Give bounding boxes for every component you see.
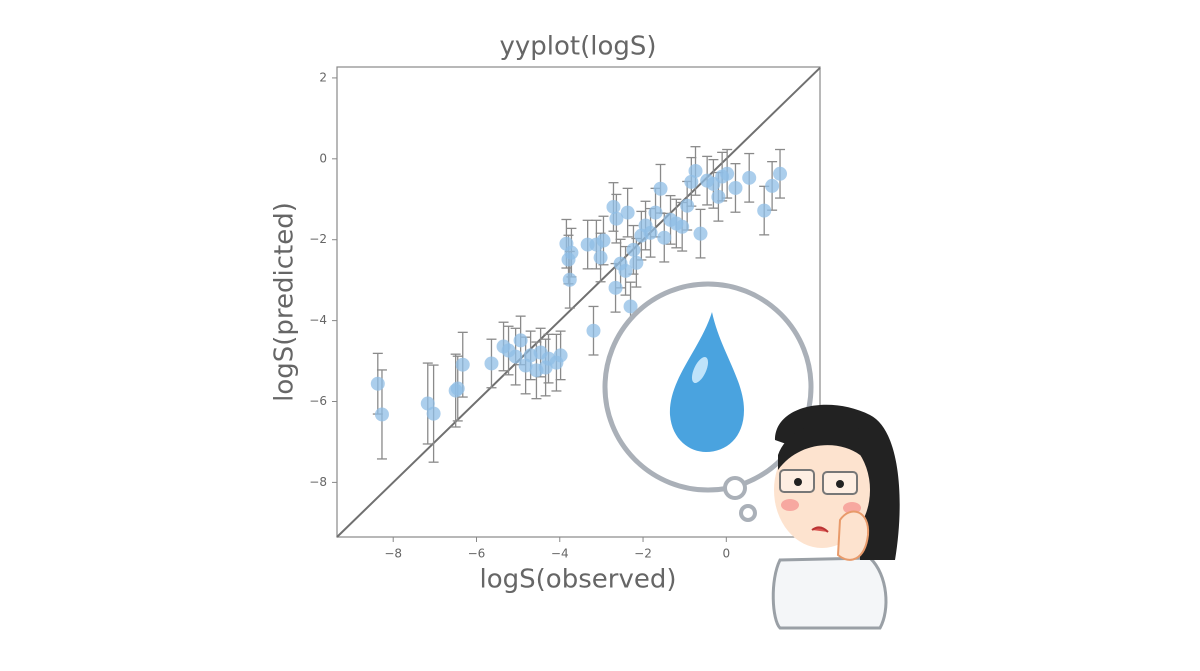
drop-shine [691, 357, 709, 383]
x-tick-label: −2 [634, 547, 652, 561]
data-point [593, 250, 608, 265]
mouth [811, 526, 829, 533]
y-tick-label: 0 [319, 151, 327, 165]
data-point [623, 299, 638, 314]
data-point [742, 170, 757, 185]
data-point [484, 356, 499, 371]
y-tick-label: −6 [309, 394, 327, 408]
y-tick-label: −2 [309, 232, 327, 246]
y-axis-label: logS(predicted) [270, 202, 300, 402]
plot-frame [336, 66, 821, 538]
data-point [757, 203, 772, 218]
data-point [688, 163, 703, 178]
illustration [602, 281, 900, 630]
data-point [620, 205, 635, 220]
data-point [596, 233, 611, 248]
data-point [773, 166, 788, 181]
data-point [609, 211, 624, 226]
data-point [653, 181, 668, 196]
data-point [374, 407, 389, 422]
bangs [778, 422, 872, 470]
data-point [608, 280, 623, 295]
data-point [684, 174, 699, 189]
data-point [564, 245, 579, 260]
cheek [781, 499, 799, 511]
thought-dot [723, 476, 747, 500]
hand [836, 510, 870, 561]
data-point [643, 225, 658, 240]
reference-line [336, 67, 821, 538]
y-tick-label: −4 [309, 313, 327, 327]
x-tick-label: −4 [551, 547, 569, 561]
y-tick-label: 2 [319, 70, 327, 84]
eye [794, 478, 802, 486]
data-point [538, 360, 553, 375]
data-point [553, 348, 568, 363]
water-drop [669, 312, 744, 452]
data-point [765, 178, 780, 193]
data-point [426, 406, 441, 421]
data-point [626, 242, 641, 257]
data-point [675, 219, 690, 234]
lab-coat [771, 556, 888, 630]
data-point [618, 263, 633, 278]
x-tick-label: −8 [384, 547, 402, 561]
data-point [693, 226, 708, 241]
thought-dot [739, 504, 757, 522]
data-point [606, 199, 621, 214]
data-point [728, 180, 743, 195]
data-point [370, 376, 385, 391]
x-tick-label: −6 [468, 547, 486, 561]
data-point [629, 255, 644, 270]
data-point [657, 230, 672, 245]
data-point [720, 166, 735, 181]
data-point [420, 396, 435, 411]
data-point [455, 357, 470, 372]
data-point [450, 381, 465, 396]
plot-area: −8 −6 −4 −2 0 2 0 −2 −4 −6 −8 [309, 66, 821, 561]
x-axis-label: logS(observed) [480, 565, 677, 595]
data-point [711, 189, 726, 204]
chart-title: yyplot(logS) [499, 32, 656, 62]
data-point [680, 198, 695, 213]
data-point [513, 333, 528, 348]
x-tick-label: 0 [722, 547, 730, 561]
data-point [648, 205, 663, 220]
data-point [586, 323, 601, 338]
data-point [562, 272, 577, 287]
eye [836, 480, 844, 488]
data-point [508, 349, 523, 364]
y-tick-label: −8 [309, 475, 327, 489]
